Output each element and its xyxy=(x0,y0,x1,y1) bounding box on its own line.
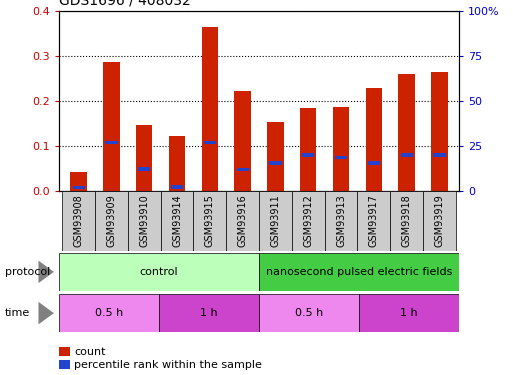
Bar xyxy=(59,253,259,291)
Bar xyxy=(259,253,459,291)
Bar xyxy=(138,167,150,171)
Text: GSM93912: GSM93912 xyxy=(303,194,313,247)
Text: count: count xyxy=(74,347,106,357)
Bar xyxy=(333,106,349,191)
Bar xyxy=(72,186,85,189)
Text: GSM93919: GSM93919 xyxy=(435,194,444,247)
Text: GSM93917: GSM93917 xyxy=(369,194,379,247)
Bar xyxy=(366,88,382,191)
Text: GSM93918: GSM93918 xyxy=(402,194,411,247)
Bar xyxy=(128,191,161,251)
Text: GSM93908: GSM93908 xyxy=(74,194,84,247)
Bar xyxy=(368,161,380,165)
Text: control: control xyxy=(140,267,179,277)
Bar xyxy=(136,124,152,191)
Bar xyxy=(226,191,259,251)
Bar xyxy=(169,136,185,191)
Bar xyxy=(103,62,120,191)
Bar xyxy=(62,191,95,251)
Bar xyxy=(159,294,259,332)
Bar xyxy=(269,161,282,165)
Bar xyxy=(292,191,325,251)
Text: protocol: protocol xyxy=(5,267,50,277)
Text: GDS1696 / 408032: GDS1696 / 408032 xyxy=(59,0,191,8)
Bar xyxy=(359,294,459,332)
Text: nanosecond pulsed electric fields: nanosecond pulsed electric fields xyxy=(266,267,452,277)
Bar xyxy=(259,294,359,332)
Bar xyxy=(105,141,117,144)
Bar xyxy=(259,191,292,251)
Text: GSM93913: GSM93913 xyxy=(336,194,346,247)
Text: 0.5 h: 0.5 h xyxy=(95,308,123,318)
Text: 1 h: 1 h xyxy=(400,308,418,318)
Text: 0.5 h: 0.5 h xyxy=(295,308,323,318)
Bar xyxy=(401,153,413,157)
Text: GSM93915: GSM93915 xyxy=(205,194,215,247)
Bar xyxy=(431,72,448,191)
Text: GSM93909: GSM93909 xyxy=(107,194,116,247)
Bar xyxy=(234,92,251,191)
Text: GSM93911: GSM93911 xyxy=(270,194,281,247)
Bar xyxy=(302,153,314,157)
Bar xyxy=(204,141,216,144)
Bar xyxy=(95,191,128,251)
Polygon shape xyxy=(38,261,54,283)
Text: GSM93916: GSM93916 xyxy=(238,194,248,247)
Bar xyxy=(267,122,284,191)
Bar xyxy=(325,191,358,251)
Bar xyxy=(202,27,218,191)
Bar xyxy=(193,191,226,251)
Bar xyxy=(171,185,183,189)
Text: percentile rank within the sample: percentile rank within the sample xyxy=(74,360,262,369)
Text: 1 h: 1 h xyxy=(200,308,218,318)
Bar xyxy=(390,191,423,251)
Bar xyxy=(236,168,249,171)
Bar xyxy=(335,156,347,159)
Text: GSM93910: GSM93910 xyxy=(139,194,149,247)
Bar xyxy=(300,108,317,191)
Text: GSM93914: GSM93914 xyxy=(172,194,182,247)
Bar xyxy=(423,191,456,251)
Bar xyxy=(399,74,415,191)
Polygon shape xyxy=(38,302,54,324)
Bar xyxy=(358,191,390,251)
Bar xyxy=(161,191,193,251)
Bar xyxy=(433,153,446,157)
Bar xyxy=(59,294,159,332)
Bar xyxy=(70,172,87,191)
Text: time: time xyxy=(5,308,30,318)
